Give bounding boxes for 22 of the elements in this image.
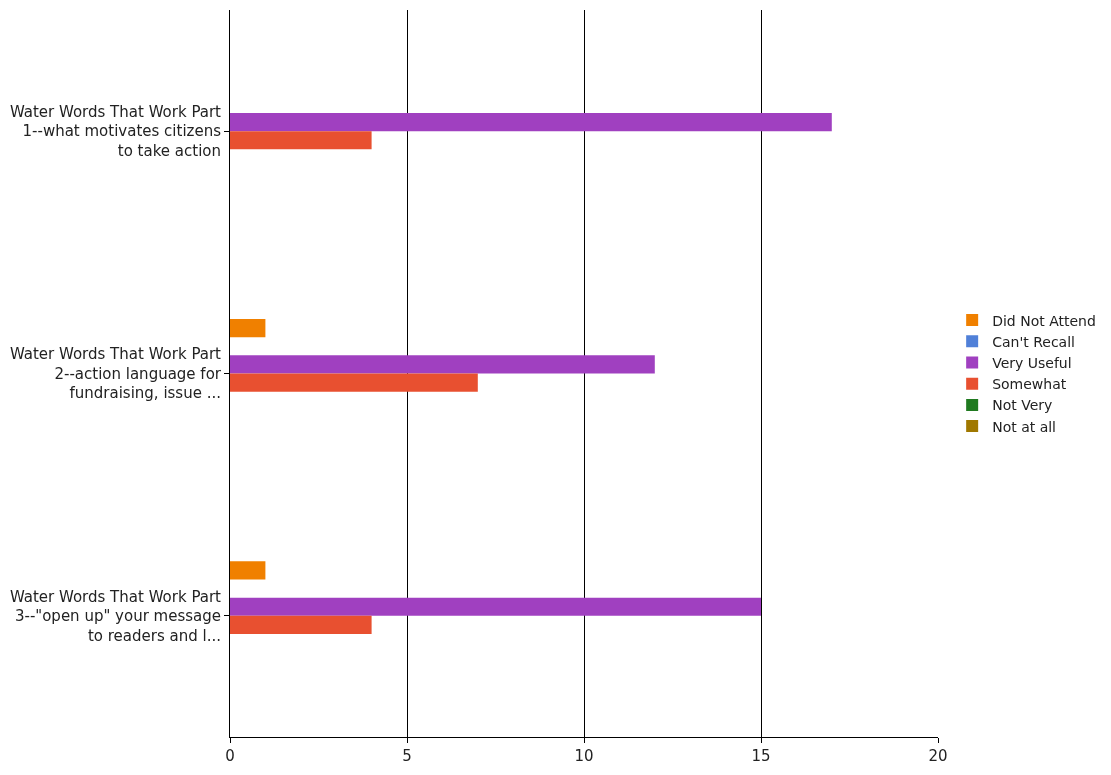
y-tick-label: Water Words That Work Part 2--action language for fundraising, issue ...	[9, 345, 222, 403]
legend-label: Somewhat	[992, 376, 1067, 393]
x-tick-label: 20	[928, 747, 948, 765]
legend-label: Not Very	[992, 397, 1053, 414]
bar	[230, 318, 266, 338]
x-tick-label: 10	[574, 747, 594, 765]
legend-label: Not at all	[992, 418, 1057, 435]
y-tick-label: Water Words That Work Part 1--what motivates citizens to take action	[9, 102, 222, 160]
bar	[230, 597, 761, 616]
bar	[230, 355, 655, 374]
legend-label: Did Not Attend	[992, 312, 1096, 329]
legend-label: Very Useful	[992, 354, 1072, 371]
bar	[230, 561, 266, 580]
bar	[230, 615, 372, 635]
x-tick-label: 0	[225, 747, 235, 765]
bar	[230, 373, 478, 392]
y-tick-label: Water Words That Work Part 3--"open up" your message to readers and l...	[9, 587, 222, 645]
x-tick-label: 15	[751, 747, 771, 765]
legend-label: Can't Recall	[992, 333, 1075, 350]
bar	[230, 112, 832, 132]
x-tick-label: 5	[402, 747, 412, 765]
bar	[230, 131, 372, 150]
